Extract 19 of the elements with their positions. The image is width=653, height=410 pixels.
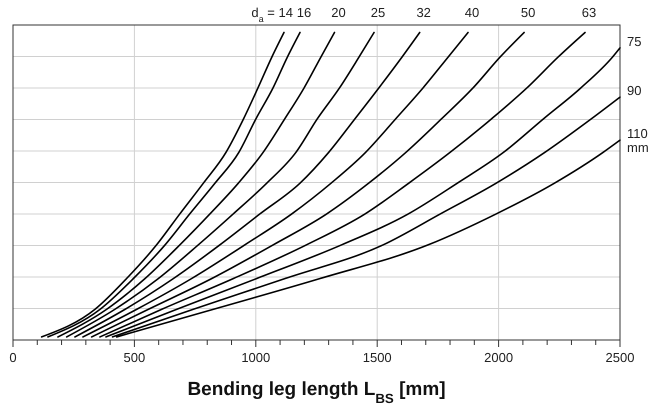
x-axis-title: Bending leg length L$_{BS}$ [mm]: [187, 379, 446, 406]
x-tick-label: 2500: [606, 350, 634, 365]
series-label: 16: [296, 5, 312, 20]
x-tick-label: 500: [124, 350, 146, 365]
series-label: 75: [627, 34, 642, 49]
series-label: 50: [520, 5, 536, 20]
series-label: 25: [370, 5, 386, 20]
series-label: 40: [464, 5, 480, 20]
series-label: 32: [416, 5, 431, 20]
series-label: 90: [627, 83, 642, 98]
x-tick-label: 1000: [241, 350, 270, 365]
series-label: 63: [582, 5, 596, 20]
x-tick-label: 0: [9, 350, 17, 365]
series-label: 110: [627, 126, 648, 142]
x-tick-label: 1500: [362, 350, 392, 365]
series-label: d$_{a}$ = 14: [251, 5, 293, 24]
series-label: 20: [331, 5, 346, 20]
text: mm: [627, 140, 649, 156]
x-tick-label: 2000: [484, 350, 514, 365]
